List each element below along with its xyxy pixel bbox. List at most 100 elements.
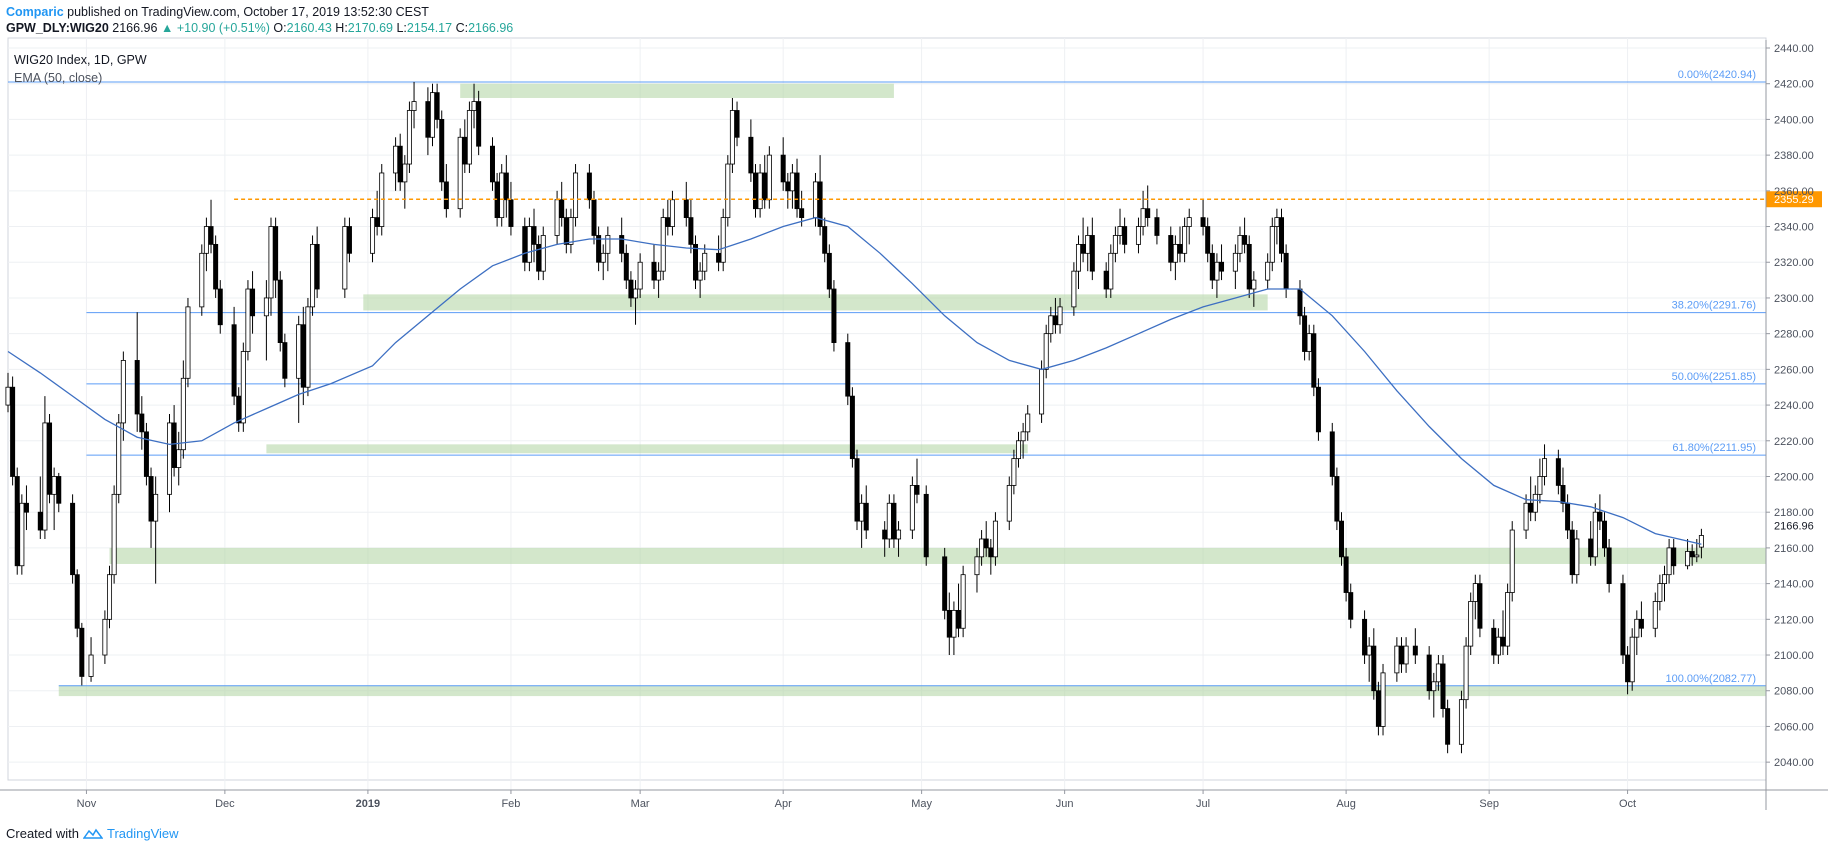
candle: [1398, 637, 1404, 673]
candle: [1495, 628, 1501, 664]
candle-body-up: [633, 288, 639, 299]
candle-body-down: [1620, 583, 1626, 656]
candle-body-up: [1523, 502, 1529, 531]
candle-body-down: [683, 199, 689, 219]
candle-body-down: [208, 226, 214, 245]
author-link[interactable]: Comparic: [6, 5, 64, 19]
candle-body-down: [891, 502, 897, 540]
candle: [1108, 244, 1114, 298]
candle-body-down: [799, 208, 805, 219]
candle: [466, 101, 472, 173]
candle-body-up: [1666, 547, 1672, 576]
candle-body-up: [153, 493, 159, 522]
support-zone[interactable]: [58, 685, 1767, 697]
candle: [909, 476, 915, 539]
chart-title: WIG20 Index, 1D, GPW: [14, 53, 147, 67]
resistance-price-tag: [1766, 191, 1822, 208]
price-tick-label: 2260.00: [1774, 364, 1814, 376]
candle: [1071, 262, 1077, 316]
candle: [799, 190, 805, 227]
candle: [683, 181, 689, 227]
candle-body-down: [531, 226, 537, 245]
candle-body-up: [466, 110, 472, 165]
candle-body-up: [1366, 645, 1372, 656]
indicator-label[interactable]: EMA (50, close): [14, 71, 102, 85]
candle: [305, 297, 311, 397]
fibonacci-retracement[interactable]: 0.00%(2420.94) 38.20%(2291.76) 50.00%(2251…: [8, 69, 1766, 687]
candle-body-up: [1657, 583, 1663, 602]
candle-body-up: [1237, 235, 1243, 254]
support-zone[interactable]: [266, 444, 1028, 454]
candle-body-up: [1685, 551, 1691, 567]
candle: [882, 521, 888, 557]
support-zone[interactable]: [109, 547, 1766, 564]
candle-body-down: [282, 342, 288, 379]
candle-body-up: [789, 172, 795, 192]
candle: [651, 244, 657, 290]
candle: [37, 476, 43, 539]
candle: [891, 494, 897, 548]
candle: [1089, 217, 1095, 281]
candle: [277, 271, 283, 352]
symbol-name[interactable]: GPW_DLY:WIG20: [6, 21, 109, 35]
candle: [656, 262, 662, 298]
candle: [300, 306, 306, 406]
tradingview-logo-icon: [82, 828, 103, 839]
candle-body-up: [1661, 574, 1667, 585]
candle: [789, 164, 795, 209]
price-axis[interactable]: 2040.00 2060.00 2080.00 2100.00 2120.00 2140.…: [1765, 40, 1814, 810]
candle: [752, 164, 758, 218]
candle-body-down: [591, 199, 597, 236]
candle: [1329, 422, 1335, 486]
price-tick-label: 2080.00: [1774, 686, 1814, 698]
candle-body-down: [1311, 333, 1317, 388]
candle-body-down: [942, 556, 948, 611]
candle-body-up: [697, 270, 703, 281]
support-zone[interactable]: [363, 294, 1268, 311]
candle: [697, 262, 703, 298]
candle: [1075, 235, 1081, 290]
candle: [1251, 271, 1257, 307]
candle-body-down: [863, 502, 869, 531]
candle-body-up: [1232, 252, 1238, 272]
candle-body-down: [734, 110, 740, 138]
candle-body-down: [956, 609, 962, 629]
candle-body-up: [1057, 306, 1063, 326]
candle: [42, 396, 48, 539]
candle: [974, 547, 980, 593]
price-tick-label: 2340.00: [1774, 222, 1814, 234]
candle: [849, 387, 855, 468]
candle-body-down: [1426, 654, 1432, 692]
candle: [107, 565, 113, 629]
candle: [1362, 610, 1368, 664]
candle: [1006, 476, 1012, 531]
candle: [19, 494, 25, 575]
candle-body-up: [1505, 592, 1511, 647]
candle: [10, 376, 16, 486]
candle-body-up: [1043, 333, 1049, 370]
candle: [88, 637, 94, 682]
time-axis[interactable]: Nov Dec 2019 Feb Mar Apr May Jun Jul Aug Sep Oct: [0, 789, 1828, 810]
support-resistance-zones[interactable]: [58, 83, 1767, 697]
candle-body-down: [914, 485, 920, 495]
candle: [956, 583, 962, 638]
candle-body-up: [600, 252, 606, 263]
candle-body-up: [1463, 645, 1469, 701]
candle: [116, 414, 122, 504]
candle-body-up: [859, 502, 865, 522]
candle: [1343, 547, 1349, 602]
candle: [785, 172, 791, 209]
candle: [1537, 458, 1543, 504]
support-zone[interactable]: [460, 83, 894, 98]
candle-body-down: [1500, 636, 1506, 647]
candle-body-down: [748, 136, 754, 174]
candle: [1117, 208, 1123, 245]
resistance-line[interactable]: 2355.29: [234, 191, 1822, 208]
candle-body-down: [1588, 538, 1594, 558]
candle-body-up: [766, 154, 772, 201]
candle: [462, 119, 468, 173]
candle-body-down: [217, 288, 223, 326]
tradingview-link[interactable]: TradingView: [106, 826, 179, 841]
candle-body-down: [923, 493, 929, 558]
